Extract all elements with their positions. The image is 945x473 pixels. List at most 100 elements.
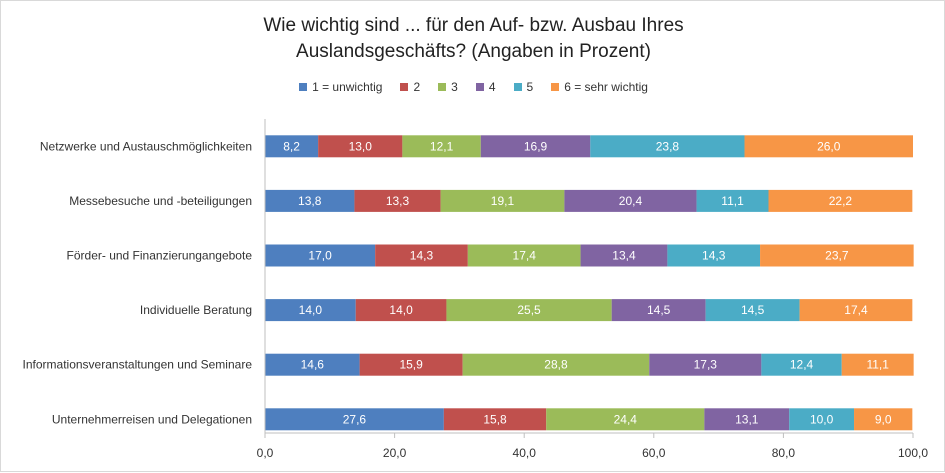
legend-swatch-4	[475, 83, 484, 91]
bar-segment	[841, 353, 914, 376]
chart-title: Wie wichtig sind ... für den Auf- bzw. A…	[1, 13, 945, 65]
data-label: 27,6	[343, 412, 367, 426]
bar-segment	[375, 244, 468, 267]
bar-segment	[354, 189, 441, 212]
legend-label-2: 2	[413, 80, 421, 94]
bar-segment	[667, 244, 761, 267]
category-label: Förder- und Finanzierungangebote	[67, 249, 253, 263]
bar-segment	[265, 189, 355, 212]
data-label: 22,2	[829, 194, 853, 208]
legend-swatch-2	[400, 83, 409, 91]
bar-segment	[265, 244, 376, 267]
bar-segment	[480, 135, 591, 158]
bar-segment	[761, 353, 842, 376]
data-label: 14,5	[647, 303, 671, 317]
bar-segment	[704, 408, 790, 431]
category-label: Messebesuche und -beteiligungen	[69, 194, 252, 208]
bar-segment	[265, 408, 444, 431]
data-label: 26,0	[817, 139, 841, 153]
chart-title-line-2: Auslandsgeschäfts? (Angaben in Prozent)	[296, 41, 651, 62]
data-label: 15,9	[399, 358, 423, 372]
legend-item-1: 1 = unwichtig	[299, 80, 382, 94]
x-tick-label: 80,0	[772, 446, 796, 460]
legend-label-4: 4	[488, 80, 496, 94]
bar-segment	[546, 408, 705, 431]
bar-segment	[265, 299, 356, 322]
chart-legend: 1 = unwichtig 2 3 4 5 6 = sehr wichtig	[1, 80, 945, 94]
x-tick-label: 100,0	[898, 446, 928, 460]
data-label: 13,3	[386, 194, 410, 208]
data-label: 13,0	[349, 139, 373, 153]
data-label: 23,8	[656, 139, 680, 153]
bar-segment	[696, 189, 769, 212]
bar-segment	[440, 189, 565, 212]
x-tick-label: 40,0	[513, 446, 537, 460]
category-label: Individuelle Beratung	[140, 303, 252, 317]
legend-label-6: 6 = sehr wichtig	[564, 80, 648, 94]
data-label: 23,7	[825, 249, 849, 263]
legend-label-1: 1 = unwichtig	[312, 80, 383, 94]
data-label: 8,2	[283, 139, 300, 153]
legend-swatch-1	[299, 83, 308, 91]
x-tick-label: 60,0	[642, 446, 666, 460]
category-label: Unternehmerreisen und Delegationen	[52, 412, 252, 426]
legend-item-5: 5	[513, 80, 534, 94]
data-label: 20,4	[619, 194, 643, 208]
bar-segment	[760, 244, 914, 267]
legend-item-2: 2	[400, 80, 420, 94]
bar-segment	[744, 135, 913, 158]
bar-segment	[462, 353, 650, 376]
data-label: 14,3	[410, 249, 434, 263]
bar-segment	[402, 135, 481, 158]
legend-item-3: 3	[438, 80, 458, 94]
data-label: 14,0	[389, 303, 413, 317]
chart-title-line-1: Wie wichtig sind ... für den Auf- bzw. A…	[263, 15, 684, 36]
data-label: 12,1	[430, 139, 454, 153]
data-label: 11,1	[866, 358, 889, 372]
bar-segment	[768, 189, 913, 212]
bar-segment	[611, 299, 706, 322]
category-label: Informationsveranstaltungen und Seminare	[23, 358, 253, 372]
bar-segment	[355, 299, 447, 322]
bar-segment	[265, 353, 360, 376]
bar-segment	[467, 244, 581, 267]
bar-segment	[564, 189, 697, 212]
bar-segment	[580, 244, 668, 267]
data-label: 12,4	[790, 358, 814, 372]
legend-swatch-5	[513, 83, 522, 91]
data-label: 17,4	[844, 303, 868, 317]
data-label: 13,8	[298, 194, 322, 208]
bar-segment	[443, 408, 547, 431]
data-label: 11,1	[721, 194, 744, 208]
bar-segment	[705, 299, 800, 322]
bar-segment	[359, 353, 463, 376]
x-tick-label: 20,0	[383, 446, 407, 460]
data-label: 16,9	[524, 139, 548, 153]
category-label: Netzwerke und Austauschmöglichkeiten	[40, 139, 252, 153]
data-label: 13,1	[735, 412, 759, 426]
bar-segment	[265, 135, 319, 158]
legend-swatch-3	[438, 83, 447, 91]
legend-item-6: 6 = sehr wichtig	[551, 80, 648, 94]
data-label: 14,6	[301, 358, 325, 372]
legend-label-3: 3	[451, 80, 458, 94]
bar-segment	[649, 353, 762, 376]
data-label: 13,4	[612, 249, 636, 263]
data-label: 24,4	[614, 412, 638, 426]
bar-segment	[854, 408, 913, 431]
data-label: 17,0	[308, 249, 332, 263]
bar-segment	[799, 299, 913, 322]
data-label: 25,5	[517, 303, 541, 317]
bar-segment	[446, 299, 612, 322]
legend-item-4: 4	[475, 80, 496, 94]
legend-label-5: 5	[526, 80, 534, 94]
data-label: 17,3	[694, 358, 718, 372]
data-label: 15,8	[483, 412, 507, 426]
data-label: 9,0	[875, 412, 892, 426]
bar-segment	[590, 135, 745, 158]
x-tick-label: 0,0	[257, 446, 274, 460]
bar-segment	[789, 408, 855, 431]
data-label: 17,4	[513, 249, 537, 263]
